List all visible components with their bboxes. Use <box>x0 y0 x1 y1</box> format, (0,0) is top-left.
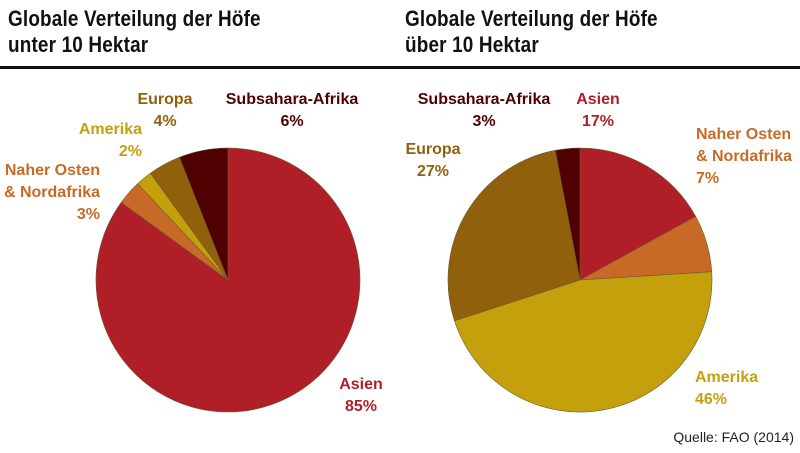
pie-slice-asien <box>579 147 697 281</box>
pie-slice-amerika <box>454 271 713 413</box>
pie-chart-unter-10-hektar: Asien 85% Naher Osten & Nordafrika 3%Amerika… <box>4 91 383 415</box>
title-left-line-1: Globale Verteilung der Höfe <box>8 6 261 31</box>
slice-label-naher-osten: Naher Osten & Nordafrika 7% <box>696 126 792 187</box>
slice-label-europa: Europa 27% <box>405 141 460 180</box>
source-note: Quelle: FAO (2014) <box>673 429 794 445</box>
pie-slice-europa <box>447 149 581 322</box>
slice-label-asien: Asien 85% <box>339 376 383 415</box>
slice-label-subsahara: Subsahara-Afrika 3% <box>418 91 551 130</box>
slice-label-amerika: Amerika 2% <box>79 121 142 160</box>
title-left-line-2: unter 10 Hektar <box>8 32 149 57</box>
title-right: Globale Verteilung der Höfe über 10 Hekt… <box>405 6 658 58</box>
title-left: Globale Verteilung der Höfe unter 10 Hek… <box>8 6 261 58</box>
slice-label-naher-osten: Naher Osten & Nordafrika 3% <box>4 162 100 223</box>
pie-slice-subsahara <box>554 147 581 281</box>
pie-slice-subsahara <box>179 147 229 281</box>
pie-chart-ueber-10-hektar: Asien 17% Naher Osten & Nordafrika 7% Amerika… <box>405 91 792 413</box>
title-rule <box>0 66 800 69</box>
title-right-line-2: über 10 Hektar <box>405 32 539 57</box>
slice-label-europa: Europa 4% <box>137 91 192 130</box>
slice-label-amerika: Amerika 46% <box>695 369 758 408</box>
title-right-line-1: Globale Verteilung der Höfe <box>405 6 658 31</box>
slice-label-subsahara: Subsahara-Afrika 6% <box>226 91 359 130</box>
slice-label-asien: Asien 17% <box>576 91 620 130</box>
